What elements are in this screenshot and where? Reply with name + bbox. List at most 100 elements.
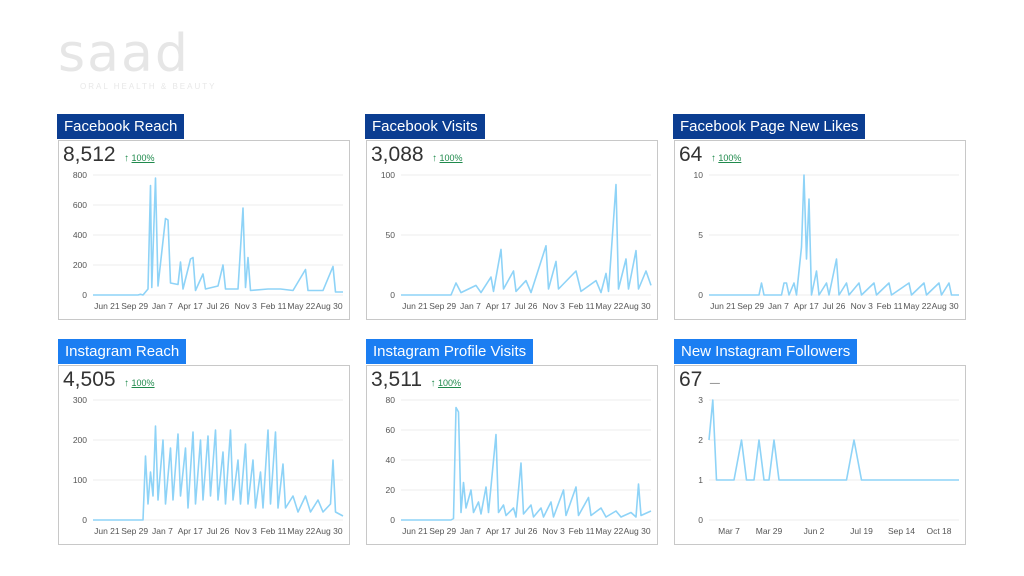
x-tick-label: Jun 21 [94,526,120,536]
kpi-change: ↑ 100% [710,153,742,164]
x-tick-label: Feb 11 [569,301,595,311]
kpi-value: 64 [679,143,703,166]
x-tick-label: Jul 26 [515,301,538,311]
series-line [708,399,959,481]
y-tick-label: 80 [386,395,396,405]
kpi-change-pct[interactable]: 100% [131,378,155,388]
panel-facebook-page-new-likes: 64 ↑ 100% 0 5 10 Jun 21 Sep 29 Jan 7 Apr 17 Jul… [674,140,966,320]
y-tick-label: 0 [390,515,395,525]
kpi-change-pct[interactable]: 100% [437,378,461,388]
x-tick-label: Jan 7 [460,301,481,311]
y-tick-label: 200 [73,435,87,445]
y-tick-label: 60 [386,425,396,435]
panel-instagram-profile-visits: 3,511 ↑ 100% 0 20 40 60 80 Jun 21 Sep 29 Jan 7 A… [366,365,658,545]
x-tick-label: Jul 26 [207,526,230,536]
kpi-change-pct[interactable]: 100% [439,153,463,163]
panel-title-instagram-reach: Instagram Reach [58,339,187,364]
kpi-value: 3,511 [371,368,422,391]
y-tick-label: 600 [73,200,87,210]
kpi-change-pct[interactable]: 100% [131,153,155,163]
y-tick-label: 1 [698,475,703,485]
y-tick-label: 2 [698,435,703,445]
x-tick-label: May 22 [287,526,315,536]
y-tick-label: 400 [73,230,87,240]
x-tick-label: Apr 17 [486,526,511,536]
y-tick-label: 20 [386,485,396,495]
series-line [93,177,343,296]
x-tick-label: Apr 17 [794,301,819,311]
kpi-change: ↑ 100% [430,378,461,389]
x-tick-label: May 22 [595,301,623,311]
x-tick-label: Oct 18 [926,526,951,536]
kpi-change: ↑ 100% [124,153,155,164]
series-line [93,425,344,521]
chart-instagram-reach: 0 100 200 300 Jun 21 Sep 29 Jan 7 Apr 17 Jul 26 N… [73,395,344,536]
x-tick-label: May 22 [287,301,315,311]
y-tick-label: 100 [381,170,395,180]
kpi-change: ↑ 100% [124,378,155,389]
y-tick-label: 0 [82,290,87,300]
kpi-value: 4,505 [63,368,116,391]
y-tick-label: 800 [73,170,87,180]
panel-title-facebook-visits: Facebook Visits [365,114,485,139]
y-tick-label: 100 [73,475,87,485]
y-tick-label: 0 [698,290,703,300]
y-tick-label: 0 [698,515,703,525]
series-line [709,174,959,296]
x-tick-label: Sep 29 [429,526,456,536]
y-tick-label: 0 [390,290,395,300]
arrow-up-icon: ↑ [124,153,130,164]
chart-facebook-visits: 0 50 100 Jun 21 Sep 29 Jan 7 Apr 17 Jul 26 Nov 3… [381,170,652,311]
x-tick-label: Jan 7 [768,301,789,311]
x-tick-label: Nov 3 [235,526,257,536]
x-tick-label: Jul 26 [823,301,846,311]
panel-facebook-reach: 8,512 ↑ 100% 0 200 400 600 800 Jun 21 Sep 29 Ja… [58,140,350,320]
y-tick-label: 10 [694,170,704,180]
x-tick-label: Feb 11 [877,301,903,311]
kpi: 3,088 ↑ 100% [371,143,463,167]
panel-title-new-instagram-followers: New Instagram Followers [674,339,858,364]
y-tick-label: 5 [698,230,703,240]
x-tick-label: Jun 21 [402,301,428,311]
x-tick-label: Nov 3 [543,301,565,311]
x-tick-label: Jul 26 [515,526,538,536]
x-tick-label: Jun 21 [94,301,120,311]
logo-wordmark: saad [58,24,190,84]
x-tick-label: Jun 21 [402,526,428,536]
x-tick-label: May 22 [903,301,931,311]
x-tick-label: Nov 3 [543,526,565,536]
chart-facebook-reach: 0 200 400 600 800 Jun 21 Sep 29 Jan 7 Apr 17 Jul … [73,170,343,311]
arrow-up-icon: ↑ [430,378,436,389]
x-tick-label: Aug 30 [316,526,343,536]
x-tick-label: Jan 7 [152,526,173,536]
kpi-change-none: — [709,378,720,389]
panel-title-instagram-profile-visits: Instagram Profile Visits [366,339,534,364]
x-tick-label: Aug 30 [624,301,651,311]
brand-logo: saad ORAL HEALTH & BEAUTY [58,28,228,98]
series-line [401,183,652,296]
x-tick-label: Jun 2 [804,526,825,536]
y-tick-label: 3 [698,395,703,405]
panel-title-facebook-page-new-likes: Facebook Page New Likes [673,114,866,139]
kpi: 3,511 ↑ 100% [371,368,461,392]
arrow-up-icon: ↑ [124,378,130,389]
x-tick-label: Feb 11 [569,526,595,536]
kpi: 64 ↑ 100% [679,143,741,167]
x-tick-label: Sep 14 [888,526,915,536]
x-tick-label: Apr 17 [486,301,511,311]
kpi: 8,512 ↑ 100% [63,143,155,167]
arrow-up-icon: ↑ [432,153,438,164]
kpi-value: 67 [679,368,703,391]
panel-instagram-reach: 4,505 ↑ 100% 0 100 200 300 Jun 21 Sep 29 Jan 7… [58,365,350,545]
arrow-up-icon: ↑ [710,153,716,164]
kpi-value: 3,088 [371,143,424,166]
x-tick-label: Aug 30 [932,301,959,311]
y-tick-label: 0 [82,515,87,525]
y-tick-label: 50 [386,230,396,240]
x-tick-label: Feb 11 [261,301,287,311]
chart-instagram-profile-visits: 0 20 40 60 80 Jun 21 Sep 29 Jan 7 Apr 17 Jul 26 No… [386,395,652,536]
logo-tagline: ORAL HEALTH & BEAUTY [80,82,217,91]
x-tick-label: Jan 7 [152,301,173,311]
kpi-change-pct[interactable]: 100% [718,153,742,163]
x-tick-label: Nov 3 [851,301,873,311]
